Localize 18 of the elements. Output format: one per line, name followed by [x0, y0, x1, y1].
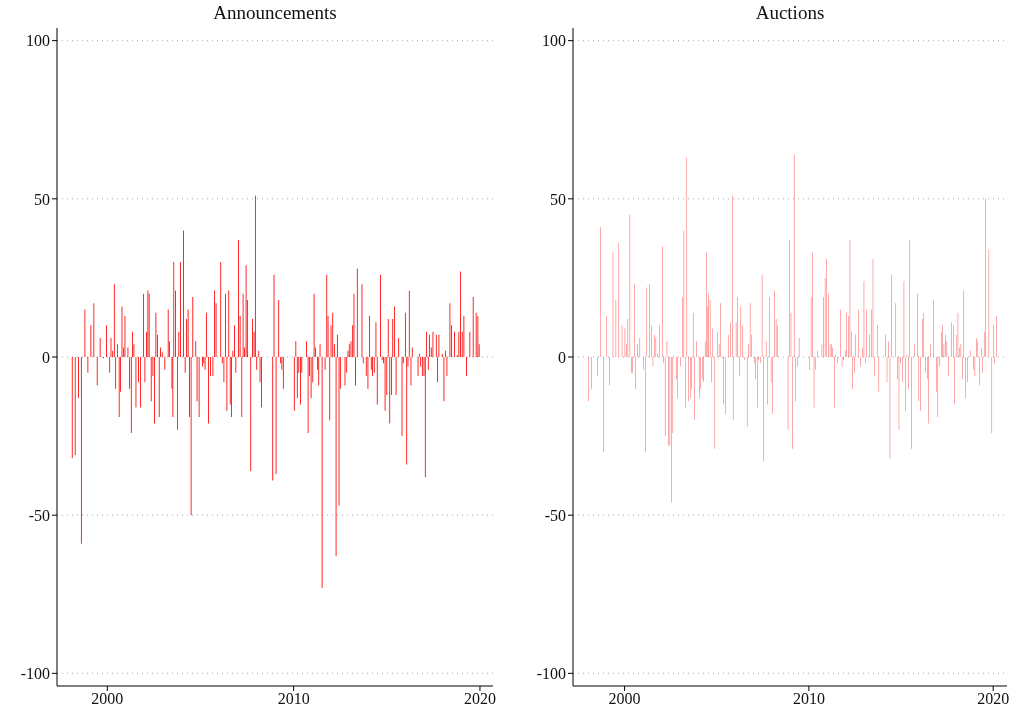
- y-tick-label: 0: [42, 348, 50, 366]
- x-tick-label: 2010: [792, 690, 825, 708]
- y-tick-label: -100: [536, 665, 566, 683]
- x-tick-label: 2020: [463, 690, 496, 708]
- y-tick-label: 0: [558, 348, 566, 366]
- y-tick-label: -50: [28, 506, 50, 524]
- x-tick-label: 2020: [977, 690, 1010, 708]
- y-tick-label: 50: [550, 190, 566, 208]
- chart-title: Announcements: [212, 2, 338, 24]
- y-tick-label: -50: [544, 506, 566, 524]
- y-tick-label: 100: [26, 32, 50, 50]
- x-tick-label: 2010: [277, 690, 310, 708]
- chart-title: Auctions: [754, 2, 826, 24]
- x-tick-label: 2000: [91, 690, 124, 708]
- y-tick-label: 50: [34, 190, 50, 208]
- x-tick-label: 2000: [608, 690, 641, 708]
- y-tick-label: -100: [20, 665, 50, 683]
- y-tick-label: 100: [542, 32, 566, 50]
